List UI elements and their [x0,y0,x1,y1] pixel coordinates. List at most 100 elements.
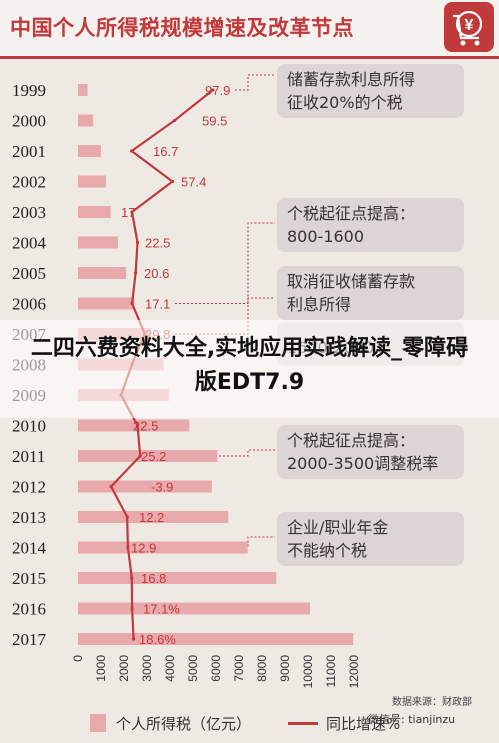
watermark: 微信号: tianjinzu [368,713,456,726]
growth-point [135,240,140,245]
source-note: 数据来源：财政部 [392,697,472,708]
x-tick-label: 0 [71,655,85,662]
growth-point [109,484,113,489]
note-line: 企业/职业年金 [287,518,389,537]
bar-2015 [78,572,277,584]
bar-2010 [78,419,190,432]
bar-2000 [78,114,94,127]
year-label: 2014 [12,539,47,558]
year-label: 2011 [12,447,45,466]
x-tick-label: 7000 [232,655,246,682]
x-tick-label: 12000 [347,655,361,689]
year-label: 2006 [12,295,46,314]
bar-2016 [78,602,311,615]
note-line: 个税起征点提高： [287,431,416,450]
x-tick-label: 1000 [94,655,108,682]
note-line: 储蓄存款利息所得 [287,70,416,89]
bar-2005 [78,267,127,279]
year-label: 2004 [12,234,47,253]
rate-label: 16.7 [153,144,178,159]
rate-label: 22.5 [133,419,158,434]
legend-bar-swatch [90,714,106,732]
year-label: 2001 [12,142,46,161]
growth-point [134,271,138,275]
rate-label: 12.2 [139,510,164,525]
year-label: 2015 [12,569,46,588]
x-tick-label: 10000 [301,655,315,689]
note-leader-line [161,536,275,548]
rate-label: 17.1 [145,297,170,312]
bar-2013 [78,511,229,523]
year-label: 2013 [12,508,46,527]
year-label: 2012 [12,478,46,497]
year-label: 2002 [12,173,46,192]
note-line: 取消征收储蓄存款 [287,272,416,291]
rate-label: 97.9 [205,83,230,98]
bar-1999 [78,84,88,96]
growth-point [130,149,134,153]
rate-label: 16.8 [141,571,166,586]
note-leader-line [235,74,275,91]
x-tick-label: 2000 [117,655,131,682]
note-line: 征收20%的个税 [287,93,403,112]
x-tick-label: 6000 [209,655,223,682]
x-tick-label: 9000 [278,655,292,682]
growth-point [172,118,177,123]
rate-label: -3.9 [151,480,173,495]
year-label: 2005 [12,264,46,283]
growth-point [138,454,142,458]
bar-2014 [78,541,248,554]
x-tick-label: 5000 [186,655,200,682]
x-tick-label: 4000 [163,655,177,682]
year-label: 2010 [12,417,46,436]
note-leader-line [175,222,275,304]
bar-2002 [78,175,106,188]
shopping-cart-yen-icon: ¥ [444,2,494,52]
bar-2017 [78,633,354,645]
growth-point [130,576,134,580]
note-threshold-2006: 个税起征点提高： 800-1600 [277,198,464,252]
growth-point [126,545,130,550]
page-title: 中国个人所得税规模增速及改革节点 [10,16,354,40]
growth-point [125,515,129,519]
note-line: 个税起征点提高： [287,204,416,223]
growth-point [211,88,215,92]
bar-2012 [78,480,212,493]
year-label: 2000 [12,112,46,131]
year-label: 2016 [12,600,46,619]
growth-point [130,210,134,214]
note-savings-tax: 储蓄存款利息所得 征收20%的个税 [277,64,464,118]
bar-2003 [78,206,111,218]
rate-label: 59.5 [202,114,227,129]
x-tick-label: 8000 [255,655,269,682]
legend-bar-label: 个人所得税（亿元） [116,715,252,733]
bar-2001 [78,145,101,157]
note-line: 不能纳个税 [287,541,368,560]
note-annuity: 企业/职业年金 不能纳个税 [277,512,464,566]
year-label: 2017 [12,630,47,649]
svg-text:¥: ¥ [465,17,474,34]
x-tick-label: 11000 [324,655,338,688]
rate-label: 17.1% [143,602,180,617]
year-label: 2003 [12,203,46,222]
note-line: 800-1600 [287,227,365,246]
growth-point [132,637,136,641]
header: 中国个人所得税规模增速及改革节点 ¥ [0,0,499,60]
rate-label: 57.4 [181,175,206,190]
x-tick-label: 3000 [140,655,154,682]
note-line: 利息所得 [287,295,352,314]
note-leader-line [171,449,275,457]
note-threshold-2011: 个税起征点提高： 2000-3500调整税率 [277,425,464,479]
headline-text: 二四六费资料大全,实地应用实践解读_零障碍版EDT7.9 [30,336,469,395]
bar-2004 [78,236,118,249]
rate-label: 20.6 [144,266,169,281]
rate-label: 12.9 [131,541,156,556]
legend-line-label: 同比增速% [326,715,401,733]
growth-point [130,606,134,611]
rate-label: 25.2 [141,449,166,464]
bar-2006 [78,297,135,310]
legend-line-swatch [288,722,318,725]
rate-label: 22.5 [145,236,170,251]
growth-point [135,423,140,428]
rate-label: 17 [121,205,135,220]
